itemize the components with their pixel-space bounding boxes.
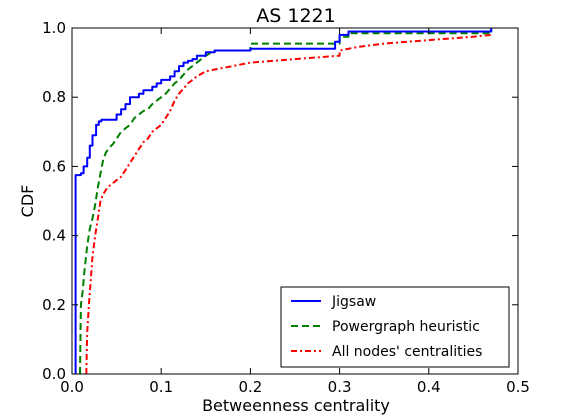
x-tick-label: 0.2 <box>238 378 262 396</box>
x-tick-label: 0.1 <box>149 378 173 396</box>
x-tick-label: 0.3 <box>328 378 352 396</box>
chart-title: AS 1221 <box>256 5 335 27</box>
legend-label-1: Powergraph heuristic <box>332 319 480 335</box>
y-tick-label: 0.0 <box>42 365 66 383</box>
y-axis-ticks: 0.0 0.2 0.4 0.6 0.8 1.0 <box>42 19 518 383</box>
series-layer <box>74 28 493 375</box>
x-tick-label: 0.4 <box>417 378 441 396</box>
y-tick-label: 1.0 <box>42 19 66 37</box>
y-tick-label: 0.6 <box>42 157 66 175</box>
y-tick-label: 0.2 <box>42 296 66 314</box>
legend: Jigsaw Powergraph heuristic All nodes' cen… <box>280 286 510 368</box>
y-tick-label: 0.4 <box>42 227 66 245</box>
y-axis-label: CDF <box>18 185 37 218</box>
plot-frame <box>71 27 519 375</box>
y-tick-label: 0.8 <box>42 88 66 106</box>
x-tick-label: 0.0 <box>60 378 84 396</box>
legend-label-0: Jigsaw <box>331 294 376 310</box>
legend-items: Jigsaw Powergraph heuristic All nodes' cen… <box>291 294 482 360</box>
legend-label-2: All nodes' centralities <box>332 344 482 360</box>
series-line-0 <box>74 28 493 374</box>
x-tick-label: 0.5 <box>506 378 530 396</box>
x-axis-ticks: 0.0 0.1 0.2 0.3 0.4 0.5 <box>60 28 530 396</box>
x-axis-label: Betweenness centrality <box>202 396 390 415</box>
